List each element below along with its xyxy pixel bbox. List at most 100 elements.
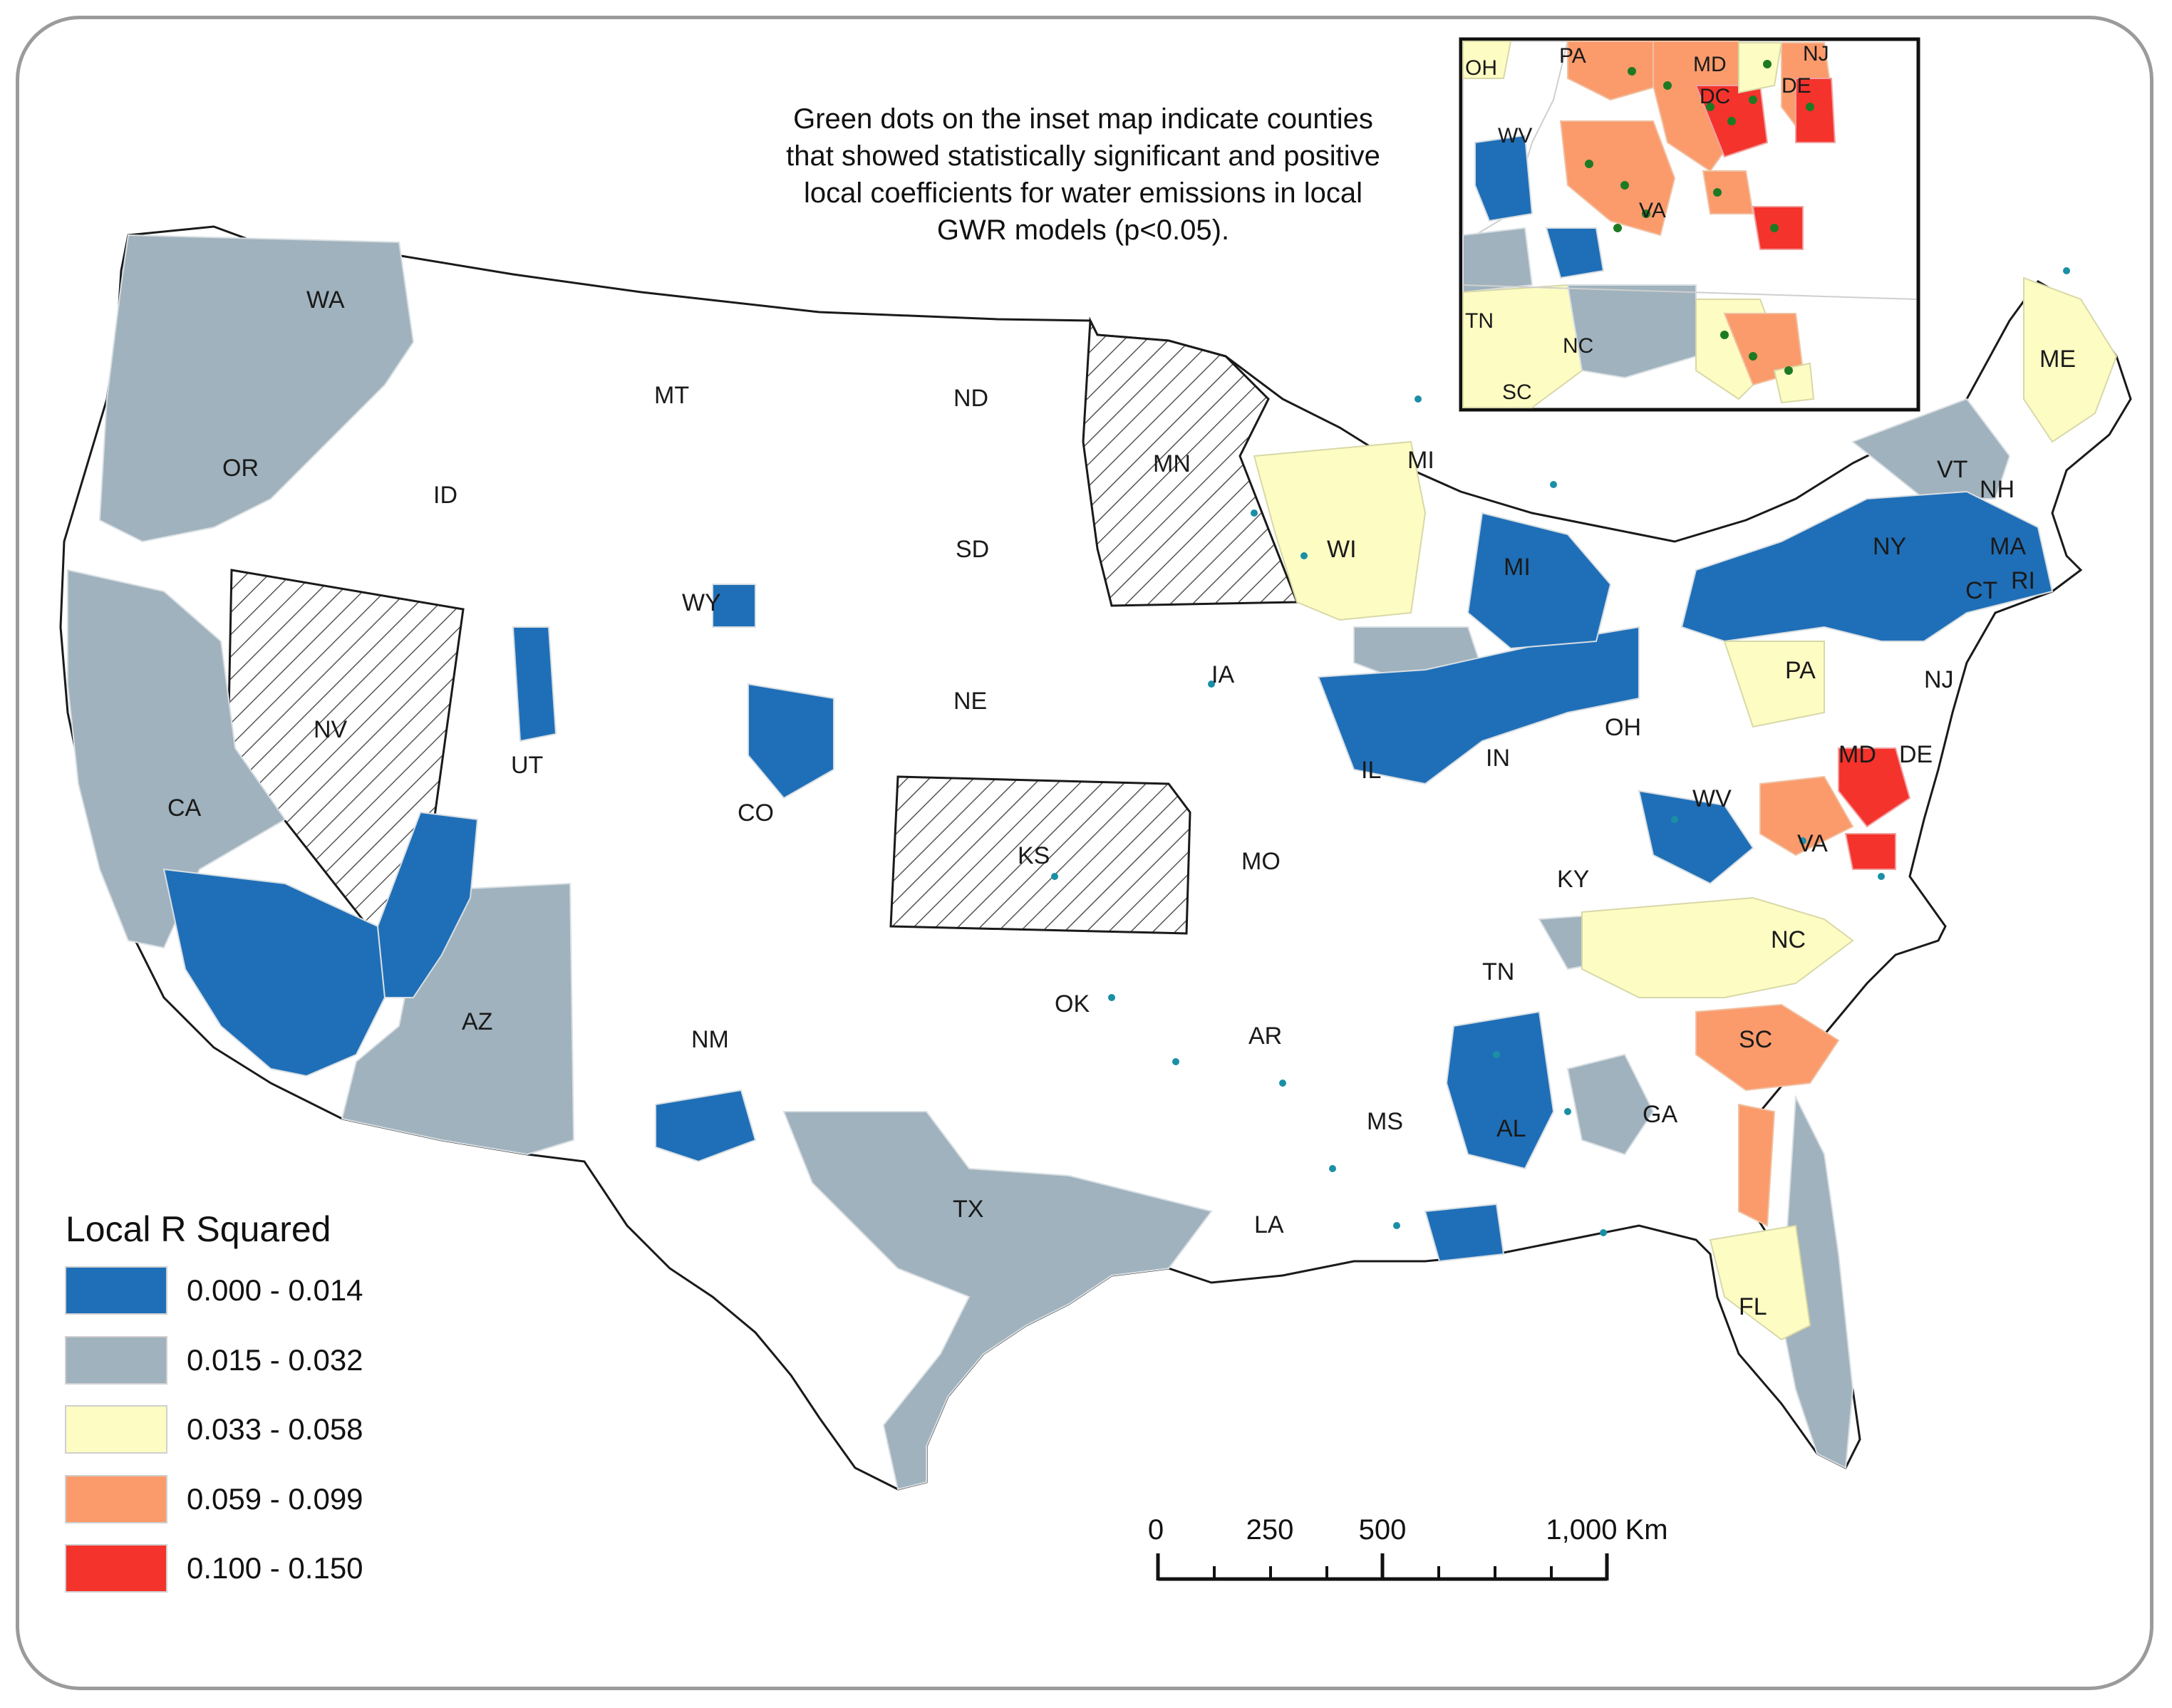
no-data-mn xyxy=(1082,316,1299,607)
state-label-mi: MI xyxy=(1504,554,1531,581)
class-1-regions xyxy=(162,490,2054,1263)
note-line-3: local coefficients for water emissions i… xyxy=(804,177,1362,209)
legend-label: 0.015 - 0.032 xyxy=(187,1343,363,1377)
state-label-wi: WI xyxy=(1327,536,1357,563)
inset-label-oh: OH xyxy=(1465,56,1497,80)
state-label-wv: WV xyxy=(1692,785,1732,812)
inset-label-sc: SC xyxy=(1502,381,1532,404)
state-label-or: OR xyxy=(222,455,259,482)
state-label-la: LA xyxy=(1254,1211,1284,1238)
legend-swatch xyxy=(65,1266,167,1315)
legend-label: 0.033 - 0.058 xyxy=(187,1412,363,1446)
legend-swatch xyxy=(65,1336,167,1384)
state-label-in: IN xyxy=(1486,745,1510,772)
state-label-fl: FL xyxy=(1739,1293,1767,1320)
state-label-ct: CT xyxy=(1965,577,1997,604)
state-label-mn: MN xyxy=(1153,450,1191,477)
significant-dots-inset xyxy=(1585,60,1814,375)
state-label-md: MD xyxy=(1839,741,1876,768)
significant-dots-main xyxy=(1051,267,2070,1236)
legend-swatch xyxy=(65,1405,167,1454)
state-label-az: AZ xyxy=(462,1008,492,1035)
legend-item: 0.015 - 0.032 xyxy=(65,1336,363,1384)
legend-label: 0.100 - 0.150 xyxy=(187,1551,363,1585)
inset-label-wv: WV xyxy=(1498,124,1532,147)
state-label-il: IL xyxy=(1361,757,1381,784)
state-label-nd: ND xyxy=(953,385,988,412)
state-label-sc: SC xyxy=(1739,1026,1772,1053)
legend-swatch xyxy=(65,1544,167,1593)
state-label-al: AL xyxy=(1496,1115,1526,1142)
scale-label-1000: 1,000 Km xyxy=(1546,1514,1667,1546)
state-label-sd: SD xyxy=(956,536,989,563)
state-label-me: ME xyxy=(2039,346,2076,373)
state-label-ia: IA xyxy=(1211,661,1234,688)
state-label-ny: NY xyxy=(1873,533,1906,560)
inset-label-va: VA xyxy=(1639,199,1666,222)
note-line-2: that showed statistically significant an… xyxy=(786,140,1380,172)
main-map: WA OR CA NV ID MT WY UT AZ CO NM ND SD N… xyxy=(59,225,2132,1491)
legend-title: Local R Squared xyxy=(66,1209,331,1249)
scale-bar: 0 250 500 1,000 Km xyxy=(1148,1514,1668,1581)
inset-label-nc: NC xyxy=(1563,334,1593,358)
inset-label-dc: DC xyxy=(1700,85,1730,108)
legend-item: 0.059 - 0.099 xyxy=(65,1475,363,1523)
scale-label-250: 250 xyxy=(1246,1514,1294,1546)
state-label-de: DE xyxy=(1899,741,1933,768)
state-label-nh: NH xyxy=(1980,476,2015,503)
state-label-wa: WA xyxy=(306,286,345,314)
state-label-ks: KS xyxy=(1018,842,1050,869)
inset-label-tn: TN xyxy=(1465,309,1494,333)
state-label-va: VA xyxy=(1797,830,1828,857)
state-label-ok: OK xyxy=(1055,990,1090,1018)
note-line-4: GWR models (p<0.05). xyxy=(937,214,1229,246)
scale-label-0: 0 xyxy=(1148,1514,1164,1546)
state-label-tx: TX xyxy=(953,1196,983,1223)
inset-note: Green dots on the inset map indicate cou… xyxy=(786,103,1380,246)
state-label-ar: AR xyxy=(1248,1023,1282,1050)
inset-label-de: DE xyxy=(1781,74,1811,98)
state-label-mo: MO xyxy=(1241,848,1281,875)
state-label-co: CO xyxy=(738,799,774,827)
state-label-ne: NE xyxy=(953,688,987,715)
state-label-tn: TN xyxy=(1482,958,1514,985)
state-label-nm: NM xyxy=(691,1026,729,1053)
state-label-id: ID xyxy=(433,482,457,509)
state-label-nv: NV xyxy=(314,716,348,743)
state-label-mt: MT xyxy=(654,382,689,409)
state-label-ri: RI xyxy=(2011,567,2035,594)
class-5-regions xyxy=(1838,747,1911,870)
note-line-1: Green dots on the inset map indicate cou… xyxy=(793,103,1373,135)
state-label-mi-upper: MI xyxy=(1407,447,1434,474)
state-label-ga: GA xyxy=(1643,1101,1677,1128)
inset-label-pa: PA xyxy=(1559,44,1586,68)
legend-label: 0.000 - 0.014 xyxy=(187,1273,363,1307)
state-label-ma: MA xyxy=(1990,533,2026,560)
state-label-wy: WY xyxy=(682,589,721,616)
state-label-oh: OH xyxy=(1605,714,1641,741)
legend-item: 0.100 - 0.150 xyxy=(65,1544,363,1593)
legend-item: 0.000 - 0.014 xyxy=(65,1266,363,1315)
state-label-ut: UT xyxy=(511,752,543,779)
inset-map: OH PA MD NJ DE DC WV VA TN NC SC xyxy=(1459,37,1920,412)
class-4-regions xyxy=(1695,775,1854,1227)
inset-state-labels: OH PA MD NJ DE DC WV VA TN NC SC xyxy=(1465,42,1829,404)
state-label-ms: MS xyxy=(1367,1108,1403,1135)
inset-label-nj: NJ xyxy=(1803,42,1829,66)
state-label-nc: NC xyxy=(1771,926,1806,953)
class-3-regions xyxy=(1253,276,2118,1341)
state-label-nj: NJ xyxy=(1924,666,1954,693)
scale-label-500: 500 xyxy=(1359,1514,1407,1546)
state-label-ca: CA xyxy=(167,795,202,822)
state-label-vt: VT xyxy=(1937,456,1967,483)
legend: Local R Squared 0.000 - 0.014 0.015 - 0.… xyxy=(65,1209,363,1593)
state-labels: WA OR CA NV ID MT WY UT AZ CO NM ND SD N… xyxy=(167,286,2076,1320)
legend-item: 0.033 - 0.058 xyxy=(65,1405,363,1454)
state-label-pa: PA xyxy=(1785,657,1816,684)
no-data-ks xyxy=(889,775,1191,935)
legend-label: 0.059 - 0.099 xyxy=(187,1482,363,1516)
inset-label-md: MD xyxy=(1693,53,1727,76)
legend-swatch xyxy=(65,1475,167,1523)
state-label-ky: KY xyxy=(1557,866,1589,893)
